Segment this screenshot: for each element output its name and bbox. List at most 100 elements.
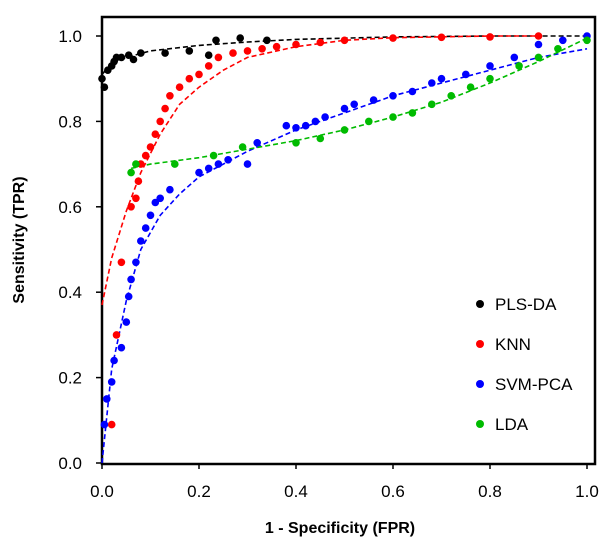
pls-da-point bbox=[263, 36, 271, 45]
x-axis-title: 1 - Specificity (FPR) bbox=[265, 520, 415, 537]
lda-point bbox=[447, 92, 456, 100]
legend-marker-svm-pca bbox=[476, 380, 484, 388]
svm-pca-point bbox=[110, 356, 118, 365]
x-tick-label: 0.4 bbox=[284, 482, 308, 501]
knn-point bbox=[175, 83, 184, 91]
knn-point bbox=[486, 33, 494, 41]
svm-pca-point bbox=[350, 100, 359, 109]
svm-pca-point bbox=[486, 62, 494, 70]
lda-point bbox=[408, 109, 417, 117]
y-tick-label: 0.0 bbox=[58, 454, 82, 473]
pls-da-point bbox=[204, 51, 213, 59]
y-tick-label: 0.8 bbox=[58, 112, 82, 131]
svm-pca-point bbox=[321, 113, 329, 121]
knn-point bbox=[134, 177, 143, 185]
plot-area-frame bbox=[100, 15, 597, 466]
svm-pca-point bbox=[124, 292, 133, 301]
knn-point bbox=[437, 33, 446, 42]
x-tick-label: 0.8 bbox=[478, 482, 502, 501]
lda-point bbox=[534, 53, 543, 62]
x-tick-label: 0.0 bbox=[90, 482, 114, 501]
knn-point bbox=[127, 203, 135, 211]
knn-point bbox=[389, 34, 397, 42]
legend-marker-knn bbox=[476, 340, 484, 348]
svm-pca-point bbox=[292, 124, 300, 132]
y-tick-label: 0.4 bbox=[58, 283, 82, 302]
y-tick-label: 0.2 bbox=[58, 369, 82, 388]
lda-point bbox=[486, 74, 494, 83]
knn-point bbox=[166, 92, 174, 100]
svm-pca-point bbox=[510, 53, 519, 62]
svm-pca-point bbox=[340, 104, 349, 113]
knn-point bbox=[156, 117, 164, 126]
pls-da-point bbox=[129, 55, 138, 64]
lda-fit-line bbox=[130, 37, 588, 170]
svm-pca-point bbox=[127, 275, 135, 284]
svm-pca-point bbox=[559, 36, 567, 45]
knn-point bbox=[117, 258, 126, 267]
x-tick-label: 0.6 bbox=[381, 482, 405, 501]
knn-point bbox=[272, 42, 281, 51]
pls-da-point bbox=[236, 34, 244, 42]
knn-point bbox=[229, 49, 237, 57]
knn-point bbox=[204, 62, 213, 70]
x-tick-label: 0.2 bbox=[187, 482, 211, 501]
svm-pca-point bbox=[243, 160, 252, 168]
lda-point bbox=[466, 83, 475, 91]
lda-point bbox=[583, 36, 591, 45]
svm-pca-point bbox=[408, 87, 417, 96]
legend-label-knn: KNN bbox=[495, 335, 531, 354]
svm-pca-point bbox=[117, 343, 126, 352]
knn-point bbox=[161, 104, 169, 113]
lda-point bbox=[365, 117, 373, 126]
knn-point bbox=[141, 151, 150, 160]
svm-pca-point bbox=[132, 258, 140, 267]
knn-point bbox=[340, 36, 349, 45]
lda-point bbox=[209, 151, 218, 160]
knn-point bbox=[112, 331, 121, 339]
svm-pca-point bbox=[195, 168, 203, 177]
lda-point bbox=[515, 62, 523, 70]
svm-pca-point bbox=[146, 211, 155, 220]
y-tick-label: 0.6 bbox=[58, 198, 82, 217]
knn-point bbox=[107, 420, 116, 429]
knn-point bbox=[243, 47, 252, 55]
legend-marker-pls-da bbox=[476, 300, 484, 308]
knn-point bbox=[195, 70, 203, 79]
svm-pca-point bbox=[253, 139, 261, 147]
knn-point bbox=[146, 143, 155, 151]
legend-label-pls-da: PLS-DA bbox=[495, 295, 557, 314]
svm-pca-point bbox=[214, 160, 223, 168]
y-axis-title: Sensitivity (TPR) bbox=[11, 176, 28, 303]
pls-da-point bbox=[137, 49, 145, 57]
svm-pca-point bbox=[137, 237, 145, 245]
pls-da-point bbox=[98, 74, 106, 83]
knn-point bbox=[534, 32, 543, 40]
lda-point bbox=[132, 160, 140, 168]
svm-pca-point bbox=[389, 92, 397, 100]
svm-pca-point bbox=[311, 117, 320, 126]
legend-marker-lda bbox=[476, 420, 484, 428]
knn-point bbox=[214, 53, 223, 62]
data-points bbox=[98, 32, 591, 429]
svm-pca-point bbox=[204, 164, 213, 173]
svm-pca-point bbox=[224, 156, 232, 164]
pls-da-point bbox=[161, 49, 169, 57]
knn-point bbox=[292, 40, 300, 49]
svm-pca-point bbox=[156, 194, 164, 203]
y-tick-label: 1.0 bbox=[58, 27, 82, 46]
svm-pca-point bbox=[122, 318, 131, 326]
knn-point bbox=[151, 130, 160, 138]
y-axis-ticks: 0.0 0.2 0.4 0.6 0.8 1.0 bbox=[58, 27, 101, 473]
svm-pca-point bbox=[100, 420, 109, 429]
lda-point bbox=[428, 100, 436, 109]
svm-pca-point bbox=[103, 395, 111, 403]
svm-pca-point bbox=[437, 74, 446, 83]
knn-point bbox=[185, 74, 194, 83]
knn-point bbox=[132, 194, 140, 203]
pls-da-point bbox=[212, 36, 220, 45]
svm-pca-point bbox=[107, 378, 116, 386]
pls-da-point bbox=[185, 47, 194, 55]
knn-point bbox=[258, 45, 266, 53]
